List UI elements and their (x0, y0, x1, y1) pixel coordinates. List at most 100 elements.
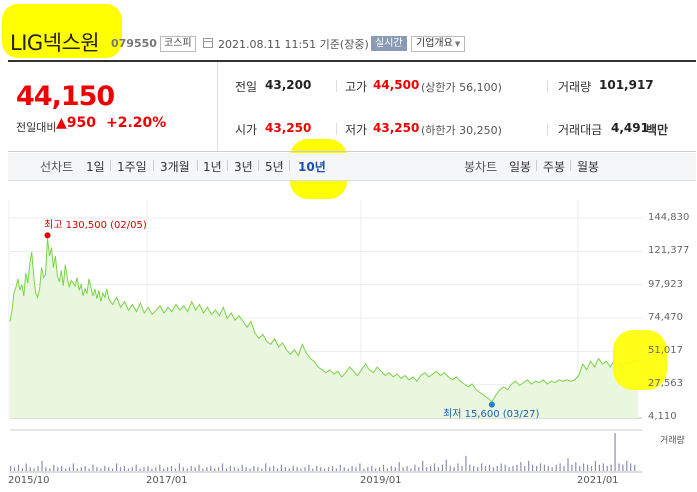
quote-panel (8, 60, 696, 152)
high-label: 고가 (345, 80, 368, 94)
volume-bar (559, 463, 561, 471)
y-tick-label: 97,923 (648, 279, 683, 290)
tab-3y[interactable]: 3년 (234, 160, 253, 174)
volume-bar (178, 463, 180, 471)
tab-monthly[interactable]: 월봉 (577, 160, 600, 174)
max-annotation: 최고 130,500 (02/05) (44, 220, 147, 231)
volume-bar (598, 464, 600, 471)
volume-bar (571, 464, 573, 471)
volume-bar (108, 467, 110, 471)
volume-bar (367, 467, 369, 471)
volume-bar (10, 465, 12, 471)
volume-bar (210, 465, 212, 471)
volume-bar (241, 464, 243, 471)
volume-bar (410, 468, 412, 471)
realtime-button[interactable]: 실시간 (371, 36, 407, 51)
volume-bar (37, 465, 39, 471)
volume-bar (72, 463, 74, 471)
volume-bar (398, 462, 400, 471)
volume-bar (532, 464, 534, 471)
stock-code: 079550 (111, 37, 157, 50)
volume-bar (218, 467, 220, 471)
volume-label: 거래량 (660, 436, 685, 446)
volume-bar (312, 468, 314, 471)
divider (570, 160, 571, 171)
volume-bar (512, 465, 514, 471)
lower-limit: (하한가 30,250) (421, 124, 502, 137)
volume-bar (202, 468, 204, 471)
volume-bar (276, 468, 279, 471)
volume-bar (500, 463, 502, 471)
volume-bar (551, 467, 553, 471)
candle-chart-label: 봉차트 (464, 160, 498, 174)
min-marker (488, 401, 495, 408)
volume-bar (520, 462, 522, 471)
volume-bar (61, 465, 63, 471)
volume-bar (190, 465, 192, 471)
divider (547, 80, 548, 92)
divider (536, 160, 537, 171)
volume-bar (634, 464, 636, 471)
volume-bar (159, 464, 161, 471)
volume-bar (53, 464, 55, 471)
volume-bar (245, 467, 247, 471)
volume-bar (45, 467, 47, 471)
market-badge: 코스피 (160, 36, 196, 52)
divider (110, 160, 111, 171)
volume-bar (630, 463, 632, 471)
volume-bar (539, 463, 542, 471)
stock-name: LIG넥스원 (10, 31, 100, 55)
tab-10y[interactable]: 10년 (298, 160, 326, 174)
volume-bar (147, 465, 149, 471)
tab-1w[interactable]: 1주일 (117, 160, 147, 174)
volume-bar (543, 464, 545, 471)
price-chart[interactable] (0, 200, 697, 492)
volume-bar (583, 463, 585, 471)
x-tick-label: 2019/01 (360, 475, 402, 486)
y-tick-label: 74,470 (648, 312, 683, 323)
volume-bar (135, 464, 137, 471)
tab-weekly[interactable]: 주봉 (543, 160, 566, 174)
volume-bar (351, 465, 353, 471)
tab-3m[interactable]: 3개월 (160, 160, 190, 174)
period-tab-bar (8, 153, 696, 181)
price-area (10, 238, 638, 418)
volume-bar (237, 468, 239, 471)
volume-bar (21, 468, 23, 471)
volume-bar (119, 467, 122, 471)
tab-daily[interactable]: 일봉 (509, 160, 532, 174)
volume-bar (41, 460, 43, 471)
change-amount: 950 (66, 115, 97, 131)
min-annotation: 최저 15,600 (03/27) (443, 409, 540, 420)
divider (289, 160, 290, 171)
volume-bar (575, 462, 577, 471)
volume-bars (10, 433, 636, 471)
tab-1y[interactable]: 1년 (203, 160, 222, 174)
line-chart-label: 선차트 (40, 160, 74, 174)
volume-bar (602, 463, 604, 471)
volume-bar (606, 465, 608, 471)
volume-bar (445, 459, 447, 471)
tab-1d[interactable]: 1일 (86, 160, 105, 174)
x-tick-label: 2021/01 (577, 475, 619, 486)
volume-bar (324, 468, 326, 471)
volume-bar (504, 464, 506, 471)
low-label: 저가 (345, 123, 368, 137)
volume-bar (547, 465, 549, 471)
volume-bar (214, 468, 216, 471)
volume-bar (143, 467, 145, 471)
volume-bar (331, 465, 334, 471)
divider (227, 160, 228, 171)
tab-5y[interactable]: 5년 (265, 160, 284, 174)
volume-bar (65, 468, 67, 471)
volume-bar (29, 467, 31, 471)
volume-bar (371, 465, 373, 471)
volume-bar (57, 467, 59, 471)
volume-bar (96, 467, 98, 471)
chart-markers (44, 232, 495, 408)
volume-bar (590, 465, 593, 471)
volume-bar (116, 463, 118, 471)
volume-bar (167, 467, 169, 471)
corp-overview-dropdown[interactable]: 기업개요 ▼ (411, 36, 466, 52)
volume-label: 거래량 (558, 80, 592, 94)
